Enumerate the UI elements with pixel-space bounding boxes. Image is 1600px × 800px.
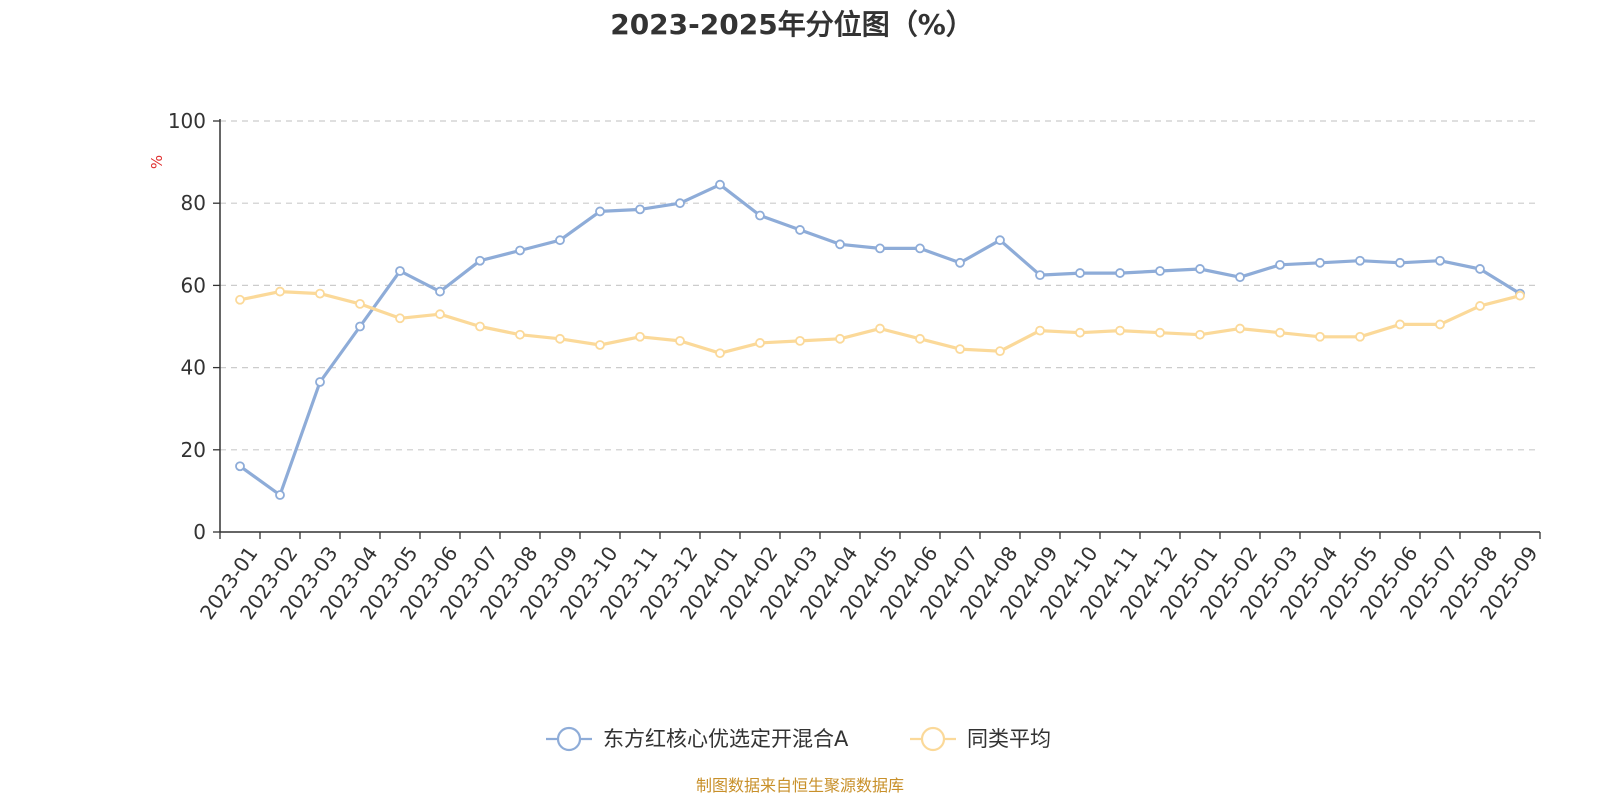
data-point [675, 335, 685, 346]
data-point [435, 309, 445, 320]
series-line [238, 290, 1522, 355]
data-point [1115, 325, 1125, 336]
data-point [1435, 255, 1445, 266]
data-point [755, 338, 765, 348]
data-point [795, 335, 805, 346]
data-point [1275, 327, 1285, 338]
data-point [1035, 325, 1045, 336]
data-point [1475, 301, 1485, 311]
y-tick-label: 60 [181, 273, 206, 297]
data-point [1315, 257, 1325, 268]
series-2 [235, 286, 1525, 359]
data-source-note: 制图数据来自恒生聚源数据库 [696, 776, 904, 795]
data-point [395, 313, 405, 324]
data-point [1035, 270, 1045, 281]
data-point [395, 266, 405, 276]
data-point [1395, 319, 1405, 330]
data-point [275, 490, 285, 500]
data-point [835, 333, 845, 344]
data-point [1075, 268, 1085, 278]
data-point [635, 204, 645, 215]
data-point [355, 298, 365, 309]
data-point [915, 333, 925, 344]
data-point [595, 340, 605, 350]
data-point [315, 288, 325, 299]
legend[interactable]: 东方红核心优选定开混合A 同类平均 [546, 726, 1051, 752]
data-point [875, 323, 885, 334]
axes [219, 119, 1540, 533]
series-group [235, 179, 1525, 500]
legend-item[interactable]: 同类平均 [910, 726, 1051, 752]
data-point [475, 255, 485, 266]
data-point [955, 344, 965, 355]
data-point [995, 346, 1005, 357]
data-point [915, 243, 925, 254]
grid-lines [220, 120, 1540, 451]
legend-label: 东方红核心优选定开混合A [603, 727, 849, 751]
data-point [1155, 266, 1165, 276]
data-point [1475, 264, 1485, 274]
data-point [955, 257, 965, 268]
data-point [595, 206, 605, 217]
data-point [435, 286, 445, 297]
data-point [515, 329, 525, 340]
legend-label: 同类平均 [967, 727, 1051, 751]
chart-title: 2023-2025年分位图（%） [610, 8, 974, 41]
data-point [275, 286, 285, 297]
data-point [555, 235, 565, 246]
data-point [1115, 268, 1125, 278]
data-point [1355, 331, 1365, 342]
y-tick-label: 80 [181, 191, 206, 215]
data-point [1515, 290, 1525, 301]
data-point [1395, 257, 1405, 268]
y-tick-label: 0 [193, 520, 206, 544]
data-point [315, 377, 325, 387]
data-point [1195, 329, 1205, 340]
x-axis-ticks: 2023-012023-022023-032023-042023-052023-… [195, 532, 1543, 624]
y-tick-label: 40 [181, 356, 206, 380]
series-line [238, 183, 1522, 497]
data-point [515, 245, 525, 256]
data-point [715, 179, 725, 190]
data-point [1435, 319, 1445, 330]
data-point [835, 239, 845, 250]
data-point [875, 243, 885, 254]
data-point [1235, 323, 1245, 334]
data-point [795, 225, 805, 235]
legend-marker [920, 726, 946, 752]
legend-marker [556, 726, 582, 752]
data-point [1355, 255, 1365, 266]
data-point [235, 294, 245, 305]
y-axis-ticks: 0 20 40 60 80 100 [168, 109, 220, 544]
data-point [1155, 327, 1165, 338]
data-point [355, 321, 365, 332]
data-point [755, 210, 765, 221]
data-point [475, 321, 485, 332]
y-axis-unit-label: % [148, 155, 166, 169]
data-point [1235, 272, 1245, 283]
series-1 [235, 179, 1525, 500]
data-point [1275, 259, 1285, 270]
data-point [715, 348, 725, 359]
data-point [555, 333, 565, 344]
data-point [1195, 264, 1205, 274]
data-point [635, 331, 645, 342]
y-tick-label: 20 [181, 438, 206, 462]
y-tick-label: 100 [168, 109, 206, 133]
legend-item[interactable]: 东方红核心优选定开混合A [546, 726, 849, 752]
data-point [1075, 327, 1085, 338]
data-point [1315, 331, 1325, 342]
data-point [235, 461, 245, 472]
data-point [675, 198, 685, 209]
data-point [995, 235, 1005, 246]
